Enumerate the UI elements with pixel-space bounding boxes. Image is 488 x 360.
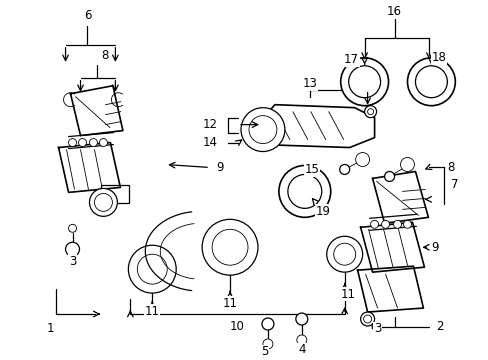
- Circle shape: [99, 139, 107, 147]
- Circle shape: [355, 153, 369, 166]
- Text: 3: 3: [373, 323, 381, 336]
- Circle shape: [370, 220, 378, 228]
- Circle shape: [364, 106, 376, 118]
- Circle shape: [384, 171, 394, 181]
- Circle shape: [333, 243, 355, 265]
- Text: 16: 16: [386, 5, 401, 18]
- Polygon shape: [372, 171, 427, 223]
- Circle shape: [295, 313, 307, 325]
- Text: 2: 2: [435, 320, 442, 333]
- Text: 14: 14: [203, 136, 218, 149]
- Circle shape: [340, 58, 388, 106]
- Circle shape: [68, 224, 76, 232]
- Circle shape: [212, 229, 247, 265]
- Text: 11: 11: [144, 305, 160, 318]
- Text: 3: 3: [69, 255, 76, 268]
- Circle shape: [393, 220, 401, 228]
- Circle shape: [400, 158, 414, 171]
- Circle shape: [326, 236, 362, 272]
- Text: 1: 1: [47, 323, 54, 336]
- Circle shape: [262, 318, 273, 330]
- Text: 10: 10: [229, 320, 244, 333]
- Circle shape: [360, 312, 374, 326]
- Circle shape: [296, 335, 306, 345]
- Text: 11: 11: [222, 297, 237, 310]
- Circle shape: [241, 108, 285, 152]
- Circle shape: [65, 242, 80, 256]
- Circle shape: [415, 66, 447, 98]
- Text: 13: 13: [302, 77, 317, 90]
- Circle shape: [278, 166, 330, 217]
- Circle shape: [68, 139, 76, 147]
- Text: 17: 17: [344, 53, 358, 66]
- Circle shape: [202, 219, 258, 275]
- Polygon shape: [70, 86, 122, 136]
- Text: 18: 18: [431, 51, 446, 64]
- Text: 7: 7: [449, 178, 457, 191]
- Bar: [101, 185, 129, 203]
- Circle shape: [263, 339, 272, 349]
- Circle shape: [89, 188, 117, 216]
- Text: 8: 8: [447, 161, 454, 174]
- Polygon shape: [249, 105, 374, 148]
- Text: 6: 6: [83, 9, 91, 22]
- Circle shape: [79, 139, 86, 147]
- Circle shape: [407, 58, 454, 106]
- Polygon shape: [360, 222, 424, 272]
- Circle shape: [339, 165, 349, 175]
- Text: 5: 5: [261, 345, 268, 359]
- Text: 9: 9: [431, 241, 438, 254]
- Text: 9: 9: [216, 161, 224, 174]
- Text: 12: 12: [203, 118, 218, 131]
- Text: 11: 11: [340, 288, 354, 301]
- Text: 19: 19: [315, 205, 329, 218]
- Circle shape: [137, 254, 167, 284]
- Polygon shape: [357, 266, 423, 312]
- Text: 15: 15: [305, 163, 319, 176]
- Circle shape: [128, 245, 176, 293]
- Circle shape: [248, 116, 276, 144]
- Polygon shape: [59, 143, 120, 192]
- Text: 8: 8: [102, 49, 109, 62]
- Circle shape: [89, 139, 97, 147]
- Text: 4: 4: [298, 343, 305, 356]
- Circle shape: [348, 66, 380, 98]
- Circle shape: [363, 315, 371, 323]
- Circle shape: [94, 193, 112, 211]
- Circle shape: [403, 220, 410, 228]
- Circle shape: [381, 220, 389, 228]
- Circle shape: [287, 175, 321, 208]
- Circle shape: [367, 109, 373, 114]
